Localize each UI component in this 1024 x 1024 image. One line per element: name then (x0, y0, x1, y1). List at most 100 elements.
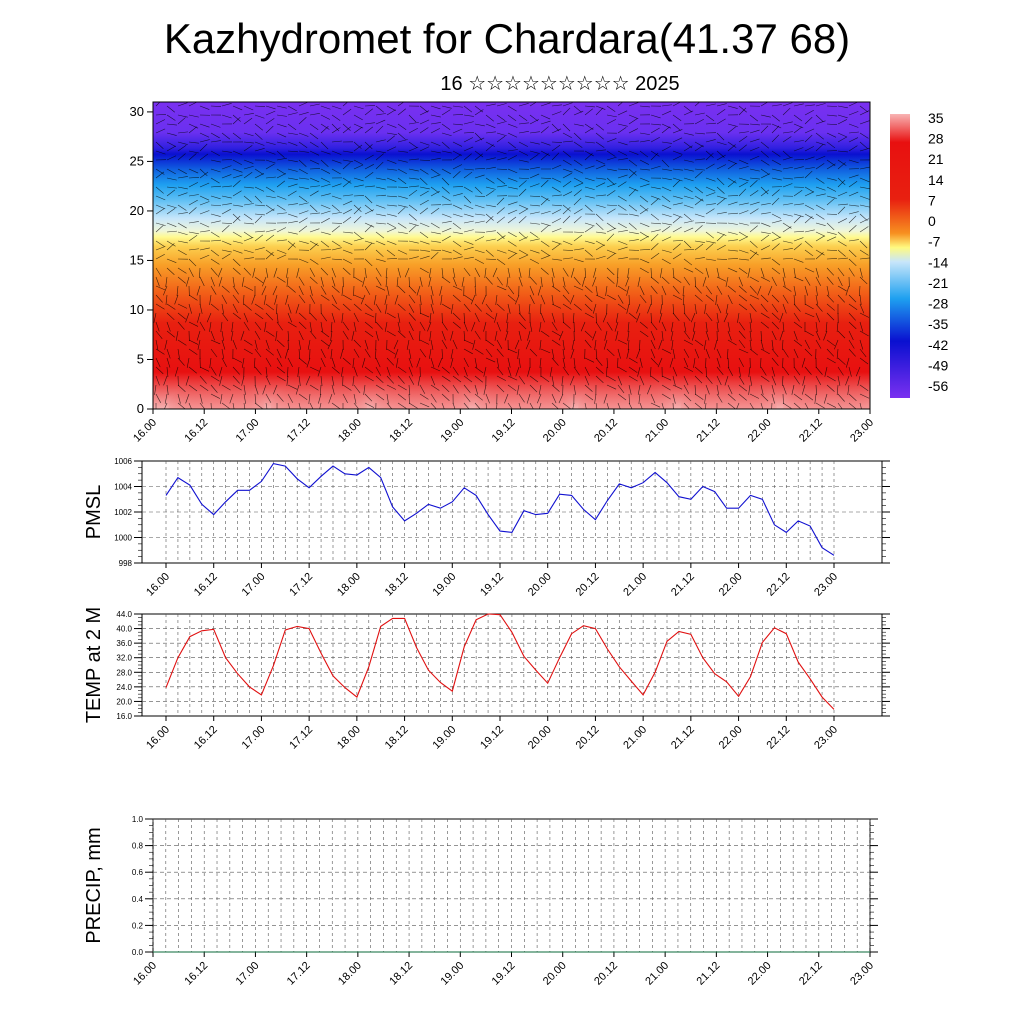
wind-barb (177, 168, 187, 175)
wind-barb (727, 180, 736, 188)
wind-barb (836, 321, 839, 332)
wind-barb (263, 294, 267, 305)
wind-barb (661, 145, 671, 152)
wind-barb (305, 375, 311, 386)
wind-barb (760, 212, 771, 215)
wind-barb (727, 163, 737, 170)
wind-barb (287, 242, 296, 251)
wind-barb (705, 312, 713, 322)
wind-barb (738, 303, 748, 311)
wind-barb (188, 348, 198, 355)
colorbar-label: 14 (928, 172, 944, 188)
wind-barb (496, 321, 501, 332)
wind-barb (837, 191, 848, 197)
wind-barb (760, 245, 771, 251)
x-tick-label: 20.12 (592, 960, 620, 988)
wind-barb (254, 357, 256, 368)
wind-barb (672, 243, 681, 251)
wind-barb (474, 393, 483, 401)
wind-barb (672, 114, 682, 121)
wind-barb (287, 203, 298, 206)
wind-barb (573, 303, 582, 311)
wind-barb (771, 276, 777, 287)
wind-barb (375, 153, 384, 161)
wind-barb (331, 276, 336, 287)
wind-barb (265, 125, 274, 134)
wind-barb (694, 102, 701, 107)
wind-barb (155, 141, 164, 149)
wind-barb (298, 321, 307, 330)
wind-barb (430, 402, 437, 409)
wind-barb (826, 303, 835, 311)
wind-barb (650, 123, 661, 126)
wind-barb (155, 128, 166, 134)
wind-barb (166, 240, 176, 247)
wind-barb (276, 195, 287, 200)
wind-barb (342, 294, 352, 301)
wind-barb (826, 285, 830, 296)
wind-barb (386, 222, 396, 228)
wind-barb (309, 177, 320, 183)
wind-barb (353, 159, 363, 165)
x-tick-label: 17.12 (287, 724, 315, 752)
wind-barb (584, 204, 593, 212)
wind-barb (452, 154, 462, 161)
wind-barb (452, 164, 463, 170)
wind-barb (177, 303, 188, 309)
wind-barb (540, 197, 549, 206)
wind-barb (177, 186, 188, 190)
wind-barb (705, 402, 707, 409)
wind-barb (716, 177, 725, 186)
wind-barb (793, 285, 797, 296)
wind-barb (186, 357, 190, 368)
wind-barb (738, 202, 749, 206)
wind-barb (617, 123, 628, 127)
wind-barb (199, 384, 209, 391)
wind-barb (584, 384, 593, 392)
wind-barb (606, 267, 615, 276)
wind-barb (826, 186, 837, 192)
wind-barb (859, 120, 870, 125)
wind-barb (804, 216, 813, 224)
wind-barb (518, 122, 529, 125)
wind-barb (384, 294, 388, 305)
wind-barb (518, 103, 529, 107)
wind-barb (595, 213, 604, 222)
wind-barb (771, 339, 774, 350)
wind-barb (606, 204, 617, 207)
wind-barb (815, 186, 826, 191)
wind-barb (837, 257, 848, 260)
wind-barb (815, 303, 823, 312)
wind-barb (232, 215, 241, 224)
wind-barb (562, 102, 573, 107)
wind-barb (518, 208, 528, 215)
wind-barb (397, 303, 406, 311)
wind-barb (441, 366, 450, 374)
wind-barb (672, 253, 682, 260)
wind-barb (188, 258, 197, 267)
wind-barb (419, 393, 429, 400)
wind-barb (845, 357, 850, 368)
wind-barb (416, 357, 421, 368)
wind-barb (637, 366, 641, 377)
wind-barb (815, 213, 825, 220)
wind-barb (463, 137, 474, 143)
wind-barb (650, 136, 660, 143)
wind-barb (331, 375, 335, 386)
wind-barb (605, 285, 608, 296)
wind-barb (749, 190, 759, 197)
wind-barb (330, 330, 333, 341)
wind-barb (209, 357, 212, 368)
wind-barb (408, 276, 410, 287)
wind-barb (848, 211, 859, 215)
wind-barb (848, 225, 857, 233)
wind-barb (616, 276, 619, 287)
wind-barb (584, 177, 595, 182)
wind-barb (331, 225, 341, 233)
wind-barb (716, 244, 726, 251)
wind-barb (353, 105, 364, 110)
wind-barb (386, 105, 396, 111)
wind-barb (672, 294, 683, 300)
wind-barb (738, 144, 747, 152)
wind-barb (694, 145, 704, 152)
